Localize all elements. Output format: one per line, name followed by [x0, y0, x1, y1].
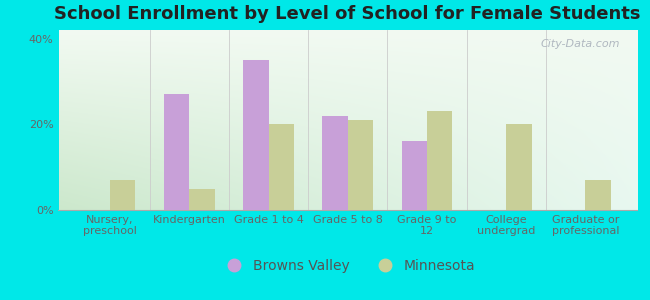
Bar	[322, 116, 348, 210]
Bar	[348, 120, 373, 210]
Bar	[586, 180, 611, 210]
Text: City-Data.com: City-Data.com	[540, 39, 619, 49]
Legend: Browns Valley, Minnesota: Browns Valley, Minnesota	[214, 254, 481, 279]
Bar	[427, 111, 452, 210]
Bar	[189, 189, 214, 210]
Bar	[164, 94, 189, 210]
Bar	[268, 124, 294, 210]
Bar	[402, 141, 427, 210]
Bar	[110, 180, 135, 210]
Bar	[506, 124, 532, 210]
Title: School Enrollment by Level of School for Female Students: School Enrollment by Level of School for…	[55, 5, 641, 23]
Bar	[243, 60, 268, 210]
